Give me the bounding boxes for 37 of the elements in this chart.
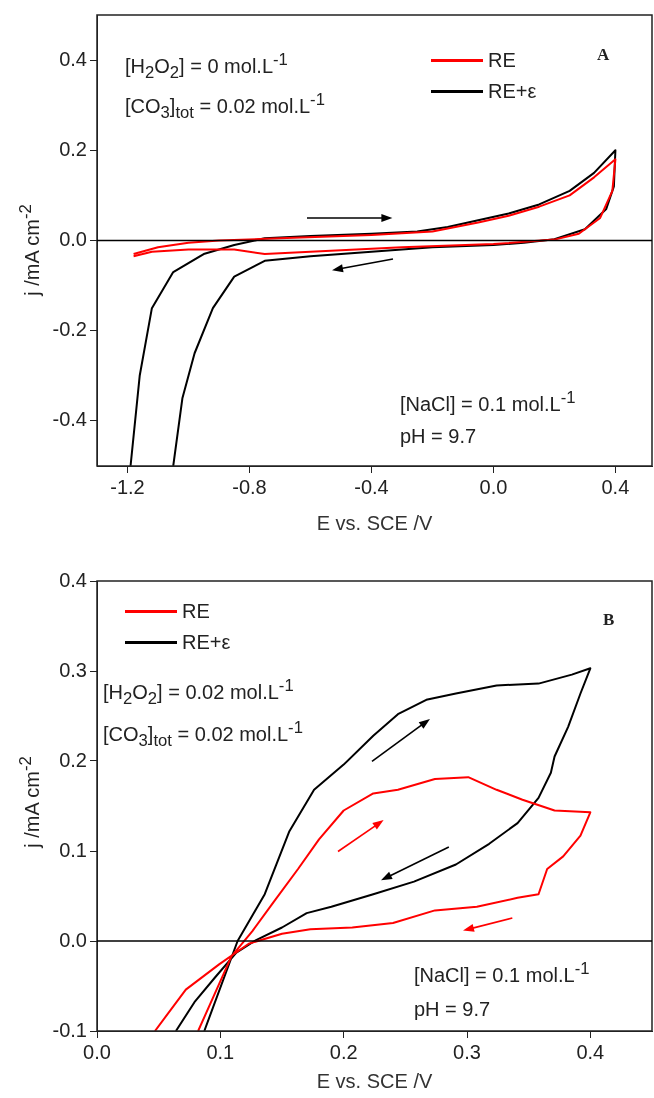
- annotation: [NaCl] = 0.1 mol.L$^{-1}$: [414, 958, 590, 987]
- y-tick-label: 0.0: [59, 228, 87, 251]
- x-axis-title: E vs. SCE /V: [316, 1069, 433, 1092]
- x-tick-label: 0.3: [453, 1040, 481, 1063]
- x-tick-label: 0.0: [479, 475, 508, 498]
- legend-label: RE+ε: [488, 79, 537, 103]
- y-tick-label: 0.4: [59, 568, 87, 591]
- annotation: [H$_{2}$O$_{2}$] = 0 mol.L$^{-1}$: [125, 49, 288, 84]
- x-tick-label: -1.2: [110, 475, 145, 498]
- x-tick-label: 0.1: [206, 1040, 235, 1063]
- text: B: [603, 610, 615, 630]
- annotation: [CO$_{3}$]$_{tot}$ = 0.02 mol.L$^{-1}$: [125, 89, 325, 124]
- y-tick-label: -0.4: [52, 408, 87, 431]
- y-tick-label: 0.1: [59, 838, 87, 861]
- x-tick-label: 0.4: [601, 475, 630, 498]
- annotation: [CO$_{3}$]$_{tot}$ = 0.02 mol.L$^{-1}$: [103, 717, 303, 752]
- x-tick-label: 0.2: [329, 1040, 358, 1063]
- y-tick-label: 0.2: [59, 748, 87, 771]
- x-tick-label: -0.8: [232, 475, 267, 498]
- annotation: [NaCl] = 0.1 mol.L$^{-1}$: [400, 387, 576, 416]
- y-tick-label: -0.1: [52, 1018, 87, 1041]
- annotation: pH = 9.7: [400, 424, 477, 448]
- annotation: [H$_{2}$O$_{2}$] = 0.02 mol.L$^{-1}$: [103, 675, 294, 710]
- annotation: pH = 9.7: [414, 997, 491, 1021]
- y-tick-label: -0.2: [52, 318, 87, 341]
- x-tick-label: 0.0: [83, 1040, 111, 1063]
- y-tick-label: 0.0: [59, 928, 87, 951]
- y-tick-label: 0.2: [59, 137, 87, 160]
- legend-label: RE: [488, 48, 516, 72]
- x-tick-label: 0.4: [576, 1040, 605, 1063]
- x-tick-label: -0.4: [354, 475, 389, 498]
- legend-label: RE: [182, 599, 210, 623]
- legend-label: RE+ε: [182, 630, 231, 654]
- text: A: [597, 45, 610, 65]
- y-tick-label: 0.3: [59, 658, 87, 681]
- y-tick-label: 0.4: [59, 47, 87, 70]
- x-axis-title: E vs. SCE /V: [316, 511, 433, 534]
